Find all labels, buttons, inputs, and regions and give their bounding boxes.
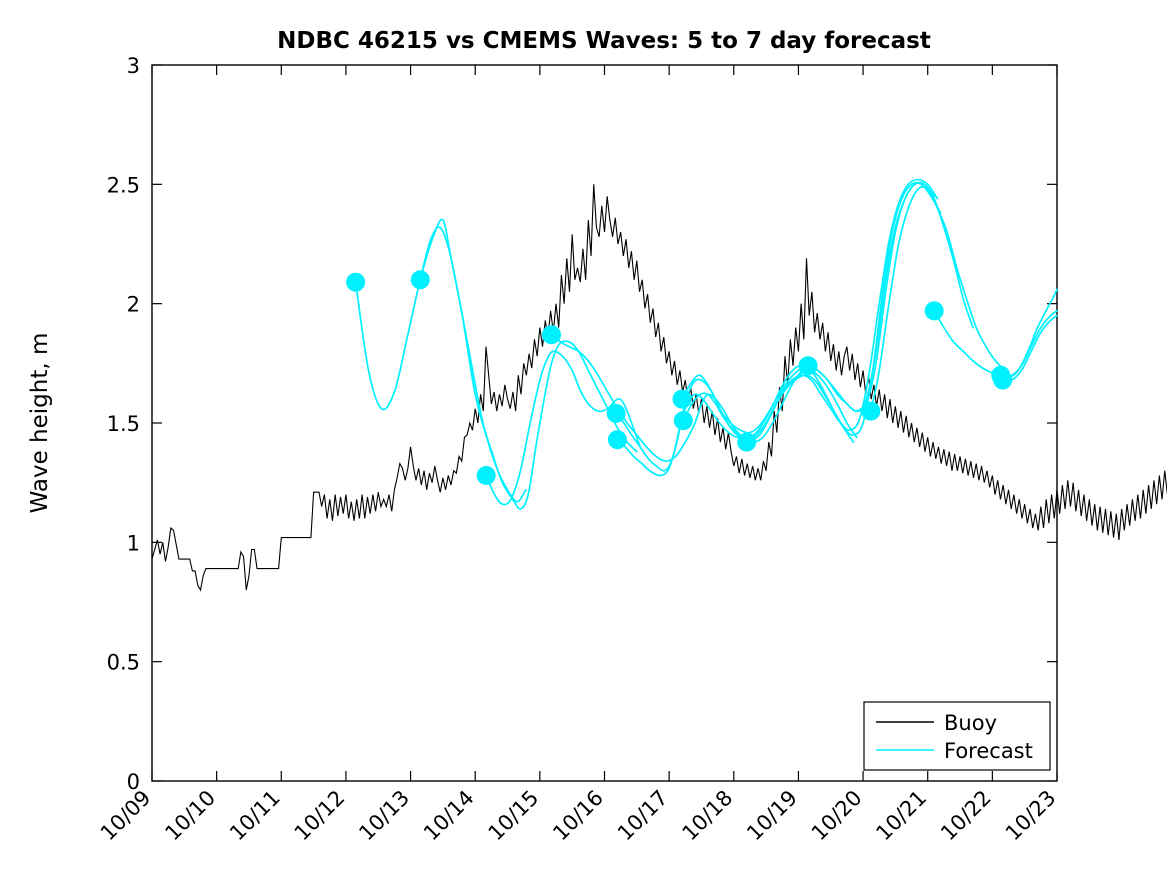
forecast-start-marker: [606, 403, 626, 423]
y-axis-label: Wave height, m: [27, 333, 53, 514]
forecast-run-line: [550, 333, 803, 463]
y-axis-ticks: 0 0.5 1 1.5 2 2.5 3: [107, 54, 1057, 794]
forecast-start-marker: [993, 370, 1013, 390]
forecast-start-marker: [607, 430, 627, 450]
series-layer: [151, 178, 1167, 592]
forecast-start-marker: [673, 411, 693, 431]
y-tick-label: 2.5: [107, 173, 140, 197]
forecast-markers: [346, 270, 1013, 486]
forecast-start-marker: [410, 270, 430, 290]
chart-legend[interactable]: Buoy Forecast: [863, 701, 1051, 771]
legend-label-forecast: Forecast: [944, 739, 1033, 763]
forecast-run-line: [682, 178, 939, 440]
forecast-run-line: [807, 181, 974, 412]
y-tick-label: 3: [127, 54, 140, 78]
forecast-run-line: [869, 185, 1007, 412]
forecast-start-marker: [861, 401, 881, 421]
buoy-series-line: [151, 184, 1167, 592]
chart-title: NDBC 46215 vs CMEMS Waves: 5 to 7 day fo…: [277, 28, 931, 54]
forecast-run-line: [419, 226, 638, 510]
forecast-start-marker: [346, 272, 366, 292]
forecast-start-marker: [737, 432, 757, 452]
forecast-start-marker: [672, 389, 692, 409]
legend-background: [863, 701, 1051, 771]
forecast-start-marker: [541, 325, 561, 345]
y-tick-label: 1: [127, 531, 140, 555]
y-tick-label: 1.5: [107, 412, 140, 436]
forecast-run-line: [485, 350, 641, 506]
forecast-start-marker: [924, 301, 944, 321]
forecast-start-marker: [798, 356, 818, 376]
y-tick-label: 0.5: [107, 651, 140, 675]
y-tick-label: 0: [127, 770, 140, 794]
forecast-run-line: [745, 181, 942, 443]
y-tick-label: 2: [127, 293, 140, 317]
legend-label-buoy: Buoy: [944, 711, 997, 735]
forecast-start-marker: [476, 466, 496, 486]
